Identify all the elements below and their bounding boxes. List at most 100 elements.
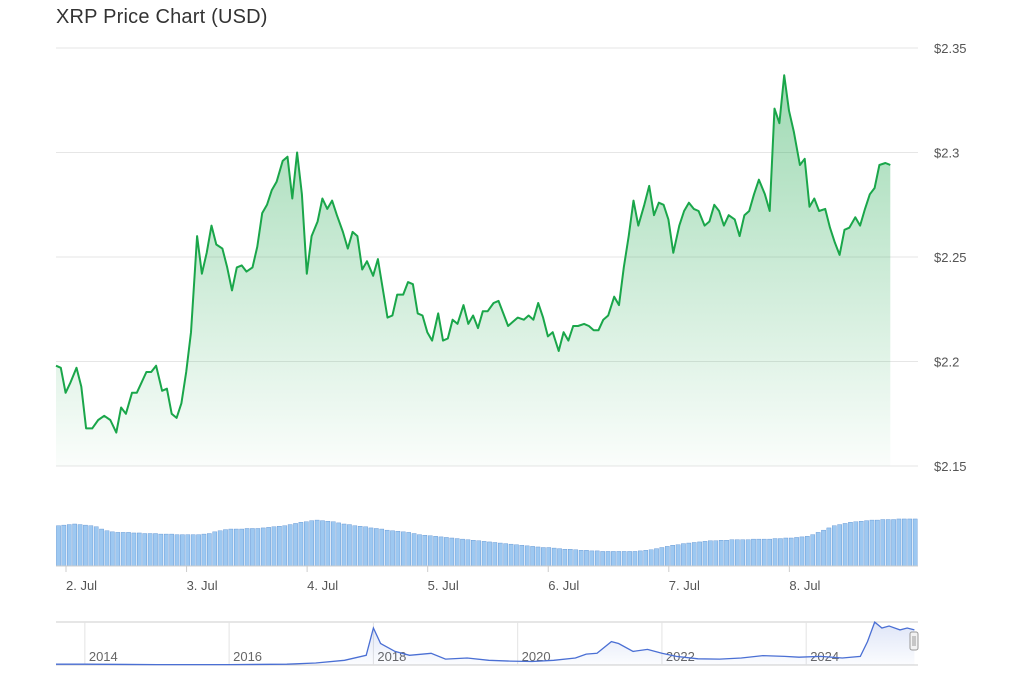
volume-bar	[174, 534, 180, 567]
volume-bar	[853, 521, 859, 567]
volume-bar	[83, 524, 88, 567]
x-tick-label: 3. Jul	[187, 578, 218, 593]
volume-bar	[837, 524, 842, 567]
volume-bar	[401, 531, 406, 567]
volume-bar	[568, 549, 573, 567]
volume-bar	[875, 519, 880, 567]
price-line	[55, 74, 891, 434]
volume-bar	[724, 540, 729, 567]
volume-bar	[589, 550, 595, 567]
volume-bar	[907, 518, 913, 567]
volume-bar	[659, 547, 665, 567]
volume-bar	[481, 541, 487, 567]
volume-bar	[61, 524, 67, 567]
volume-bar	[718, 540, 724, 567]
volume-bar	[664, 546, 670, 567]
chart-title: XRP Price Chart (USD)	[56, 6, 268, 28]
volume-bar	[255, 528, 261, 567]
y-axis-labels: $2.35 $2.3 $2.25 $2.2 $2.15	[934, 41, 967, 474]
volume-bar	[772, 538, 778, 567]
x-tick-label: 6. Jul	[548, 578, 579, 593]
volume-bar	[454, 538, 460, 567]
volume-bars	[56, 518, 918, 567]
navigator[interactable]: 201420162018202020222024	[56, 621, 919, 666]
volume-bar	[260, 527, 266, 567]
x-tick-label: 5. Jul	[428, 578, 459, 593]
volume-bar	[352, 525, 358, 567]
volume-bar	[363, 526, 368, 567]
volume-bar	[562, 549, 568, 567]
volume-bar	[347, 524, 352, 567]
volume-bar	[858, 521, 864, 567]
volume-bar	[217, 530, 223, 567]
volume-bar	[309, 520, 314, 567]
volume-bar	[551, 547, 557, 567]
volume-bar	[541, 547, 546, 567]
y-tick-label: $2.35	[934, 41, 967, 56]
volume-bar	[530, 546, 535, 567]
volume-bar	[799, 536, 805, 567]
volume-bar	[147, 533, 153, 567]
volume-bar	[298, 522, 304, 567]
volume-bar	[584, 550, 589, 567]
x-tick-label: 4. Jul	[307, 578, 338, 593]
volume-bar	[912, 518, 918, 567]
navigator-year-label: 2016	[233, 649, 262, 664]
x-axis-labels: 2. Jul 3. Jul 4. Jul 5. Jul 6. Jul 7. Jul 8. J…	[65, 566, 821, 593]
volume-bar	[277, 526, 282, 567]
y-tick-label: $2.25	[934, 250, 967, 265]
volume-bar	[417, 534, 422, 567]
volume-bar	[88, 525, 94, 567]
volume-bar	[250, 528, 255, 567]
volume-bar	[578, 550, 584, 567]
volume-bar	[632, 551, 638, 567]
volume-bar	[163, 533, 169, 567]
volume-bar	[745, 539, 751, 567]
volume-bar	[735, 539, 740, 567]
volume-bar	[842, 523, 848, 567]
volume-bar	[395, 531, 401, 567]
volume-bar	[643, 550, 649, 567]
volume-bar	[487, 541, 492, 567]
volume-bar	[190, 534, 196, 567]
volume-bar	[314, 519, 320, 567]
volume-bar	[304, 521, 309, 567]
volume-bar	[266, 527, 271, 567]
volume-bar	[433, 536, 438, 567]
volume-bar	[137, 532, 142, 567]
volume-bar	[869, 519, 875, 567]
volume-bar	[427, 535, 433, 567]
volume-bar	[729, 539, 735, 567]
volume-bar	[594, 550, 600, 567]
volume-bar	[228, 528, 234, 567]
volume-bar	[126, 532, 131, 567]
volume-bar	[573, 549, 578, 567]
navigator-handle[interactable]	[909, 631, 919, 651]
volume-bar	[600, 551, 605, 567]
volume-bar	[390, 530, 395, 567]
x-tick-label: 7. Jul	[669, 578, 700, 593]
volume-bar	[708, 540, 713, 567]
volume-bar	[465, 539, 471, 567]
volume-bar	[471, 540, 476, 567]
volume-bar	[287, 524, 293, 567]
volume-bar	[66, 524, 72, 567]
volume-bar	[605, 551, 611, 567]
volume-bar	[681, 543, 686, 567]
volume-bar	[77, 524, 83, 567]
volume-bar	[848, 522, 853, 567]
volume-bar	[244, 528, 250, 567]
volume-bar	[374, 528, 379, 567]
volume-bar	[320, 520, 325, 567]
volume-bar	[110, 531, 115, 567]
volume-bar	[239, 528, 244, 567]
price-area	[56, 75, 891, 466]
volume-bar	[212, 531, 218, 567]
volume-bar	[885, 519, 891, 567]
volume-bar	[697, 541, 702, 567]
x-tick-label: 2. Jul	[66, 578, 97, 593]
volume-bar	[158, 533, 164, 567]
volume-bar	[357, 526, 363, 567]
volume-bar	[153, 533, 158, 567]
